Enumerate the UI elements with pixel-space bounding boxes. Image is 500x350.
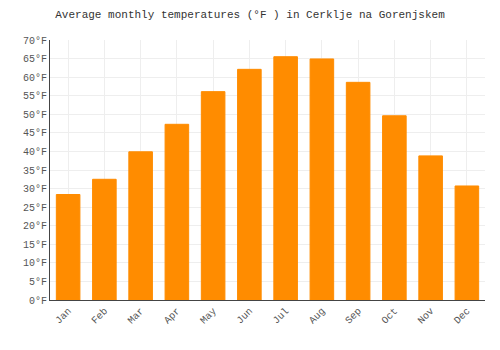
- svg-text:Apr: Apr: [162, 306, 183, 327]
- svg-text:25°F: 25°F: [23, 203, 47, 214]
- svg-text:40°F: 40°F: [23, 147, 47, 158]
- svg-text:20°F: 20°F: [23, 221, 47, 232]
- svg-text:Oct: Oct: [380, 306, 401, 327]
- svg-text:Mar: Mar: [126, 306, 147, 327]
- svg-text:Aug: Aug: [307, 306, 328, 327]
- svg-text:50°F: 50°F: [23, 110, 47, 121]
- svg-text:Dec: Dec: [452, 306, 473, 327]
- svg-text:10°F: 10°F: [23, 258, 47, 269]
- svg-text:70°F: 70°F: [23, 36, 47, 47]
- svg-text:Nov: Nov: [416, 306, 437, 327]
- svg-text:5°F: 5°F: [29, 277, 47, 288]
- svg-text:Sep: Sep: [343, 306, 364, 327]
- svg-text:Jan: Jan: [53, 306, 74, 327]
- svg-text:35°F: 35°F: [23, 166, 47, 177]
- svg-text:45°F: 45°F: [23, 128, 47, 139]
- svg-text:Feb: Feb: [90, 306, 111, 327]
- svg-text:15°F: 15°F: [23, 240, 47, 251]
- svg-text:30°F: 30°F: [23, 184, 47, 195]
- svg-text:Average monthly temperatures (: Average monthly temperatures (°F ) in Ce…: [55, 9, 445, 21]
- svg-text:60°F: 60°F: [23, 73, 47, 84]
- svg-text:Jul: Jul: [271, 306, 292, 327]
- svg-text:65°F: 65°F: [23, 54, 47, 65]
- svg-text:Jun: Jun: [235, 306, 256, 327]
- svg-text:May: May: [198, 306, 219, 327]
- svg-text:0°F: 0°F: [29, 296, 47, 307]
- svg-text:55°F: 55°F: [23, 91, 47, 102]
